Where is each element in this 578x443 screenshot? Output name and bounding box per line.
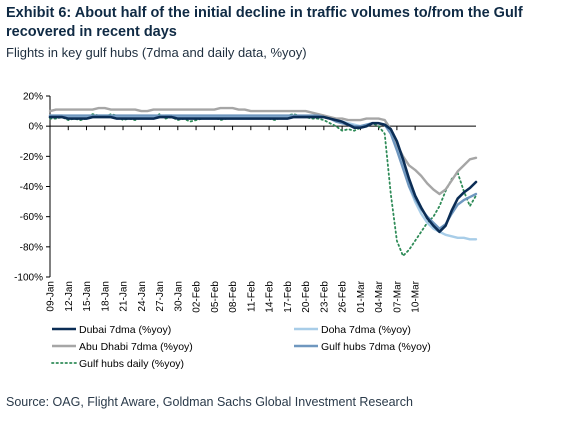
x-tick-label: 21-Jan: [119, 281, 130, 312]
x-tick-label: 27-Jan: [155, 281, 166, 312]
x-tick-label: 15-Jan: [82, 281, 93, 312]
y-tick-label: -60%: [20, 212, 43, 223]
x-tick-label: 07-Mar: [392, 280, 403, 312]
series-line-doha: [48, 114, 478, 241]
x-tick-label: 12-Jan: [64, 281, 75, 312]
y-tick-label: 0%: [29, 122, 44, 133]
x-tick-label: 02-Feb: [192, 281, 203, 313]
y-tick-label: -20%: [20, 152, 43, 163]
x-tick-label: 01-Mar: [356, 280, 367, 312]
x-tick-label: 08-Feb: [228, 281, 239, 313]
legend-label: Gulf hubs 7dma (%yoy): [321, 341, 431, 353]
legend-label: Dubai 7dma (%yoy): [79, 324, 171, 336]
y-tick-label: 20%: [23, 92, 43, 103]
y-tick-label: -80%: [20, 242, 43, 253]
x-tick-label: 17-Feb: [283, 281, 294, 313]
x-tick-label: 23-Feb: [319, 281, 330, 313]
series-line-gulf-hubs: [48, 114, 478, 230]
x-tick-label: 24-Jan: [137, 281, 148, 312]
x-tick-label: 09-Jan: [46, 281, 57, 312]
legend-label: Abu Dhabi 7dma (%yoy): [79, 341, 193, 353]
source-note: Source: OAG, Flight Aware, Goldman Sachs…: [6, 395, 413, 409]
y-tick-label: -100%: [14, 273, 43, 284]
series-line-dubai: [48, 115, 478, 234]
x-tick-label: 26-Feb: [338, 281, 349, 313]
x-tick-label: 11-Feb: [246, 281, 257, 312]
x-tick-label: 04-Mar: [374, 280, 385, 312]
y-tick-label: -40%: [20, 182, 43, 193]
x-tick-label: 20-Feb: [301, 281, 312, 313]
legend-label: Doha 7dma (%yoy): [321, 324, 411, 336]
x-tick-label: 30-Jan: [173, 281, 184, 312]
chart-title: Exhibit 6: About half of the initial dec…: [6, 5, 523, 40]
x-tick-label: 10-Mar: [411, 280, 422, 312]
x-tick-label: 05-Feb: [210, 281, 221, 313]
chart-subtitle: Flights in key gulf hubs (7dma and daily…: [6, 45, 307, 60]
x-tick-label: 18-Jan: [100, 281, 111, 312]
series-line-abu-dhabi: [48, 106, 478, 196]
x-tick-label: 14-Feb: [265, 281, 276, 313]
legend-label: Gulf hubs daily (%yoy): [79, 358, 184, 370]
